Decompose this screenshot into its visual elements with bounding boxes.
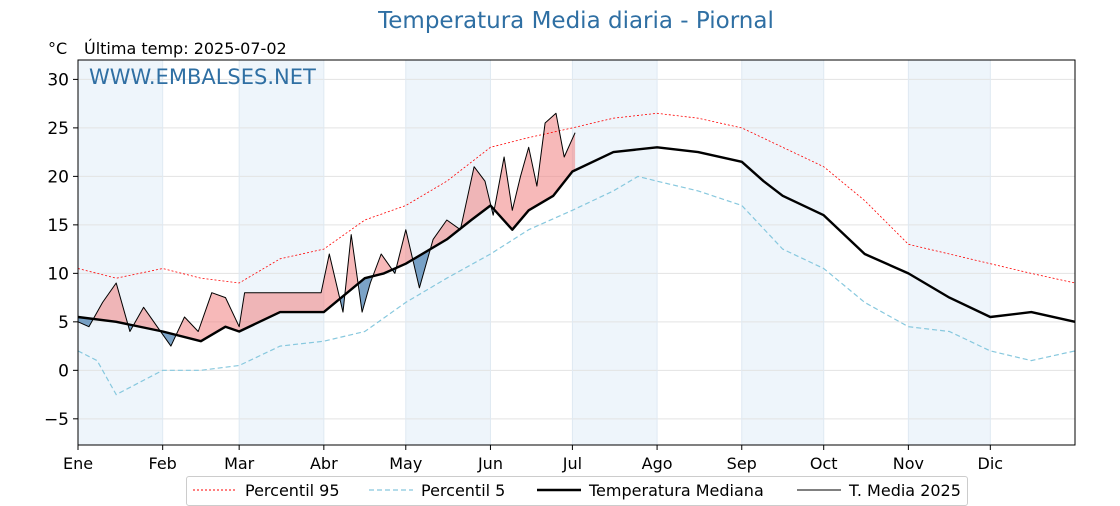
y-unit-label: °C — [48, 39, 68, 58]
month-band-may — [405, 60, 491, 445]
y-tick-label: 0 — [58, 361, 69, 381]
legend-label-median: Temperatura Mediana — [589, 481, 764, 500]
fill-above-median-5 — [176, 254, 339, 342]
legend-item-p5: Percentil 5 — [369, 481, 519, 501]
legend-swatch-current — [797, 489, 841, 491]
x-tick-label-nov: Nov — [893, 454, 924, 473]
x-tick-label-ago: Ago — [642, 454, 673, 473]
y-tick-label: 30 — [47, 70, 69, 90]
fill-below-median-8 — [359, 276, 372, 313]
x-tick-label-ene: Ene — [63, 454, 93, 473]
x-tick-label-sep: Sep — [727, 454, 757, 473]
legend-label-current: T. Media 2025 — [849, 481, 961, 500]
watermark-text: WWW.EMBALSES.NET — [89, 65, 316, 89]
legend-swatch-p5 — [369, 489, 413, 491]
fill-above-median-7 — [345, 234, 358, 294]
y-tick-label: 25 — [47, 119, 69, 139]
y-tick-label: 10 — [47, 264, 69, 284]
series-line-median — [77, 146, 1076, 343]
fill-above-median-13 — [430, 220, 459, 250]
month-band-mar — [239, 60, 324, 445]
last-temp-label: Última temp: 2025-07-02 — [84, 39, 287, 58]
y-tick-label: 20 — [47, 167, 69, 187]
x-tick-label-dic: Dic — [978, 454, 1004, 473]
legend-label-p95: Percentil 95 — [245, 481, 340, 500]
fill-below-median-12 — [414, 249, 429, 288]
x-tick-label-mar: Mar — [224, 454, 255, 473]
legend-swatch-median — [537, 488, 581, 492]
chart-title: Temperatura Media diaria - Piornal — [378, 8, 774, 34]
legend-label-p5: Percentil 5 — [421, 481, 506, 500]
y-tick-label: −5 — [44, 410, 69, 430]
series-line-p5 — [77, 175, 1076, 396]
fill-above-median-11 — [396, 229, 413, 268]
legend-item-current: T. Media 2025 — [797, 481, 967, 501]
plot-frame — [77, 59, 1076, 446]
legend-item-p95: Percentil 95 — [193, 481, 363, 501]
y-tick-label: 15 — [47, 216, 69, 236]
x-tick-label-abr: Abr — [310, 454, 338, 473]
x-tick-label-jun: Jun — [477, 454, 503, 473]
y-tick-label: 5 — [58, 313, 69, 333]
series-line-p95 — [77, 112, 1076, 284]
legend-item-median: Temperatura Mediana — [537, 481, 787, 501]
x-tick-label-may: May — [389, 454, 422, 473]
legend-swatch-p95 — [193, 489, 237, 491]
month-band-sep — [741, 60, 824, 445]
x-tick-label-jul: Jul — [562, 454, 582, 473]
series-line-current — [77, 112, 576, 347]
month-band-ene — [78, 60, 163, 445]
x-tick-label-oct: Oct — [810, 454, 838, 473]
fill-above-median-15 — [461, 166, 491, 228]
x-tick-label-feb: Feb — [149, 454, 177, 473]
month-band-nov — [908, 60, 991, 445]
chart-legend: Percentil 95 Percentil 5 Temperatura Med… — [186, 476, 968, 506]
fill-below-median-4 — [161, 331, 175, 347]
